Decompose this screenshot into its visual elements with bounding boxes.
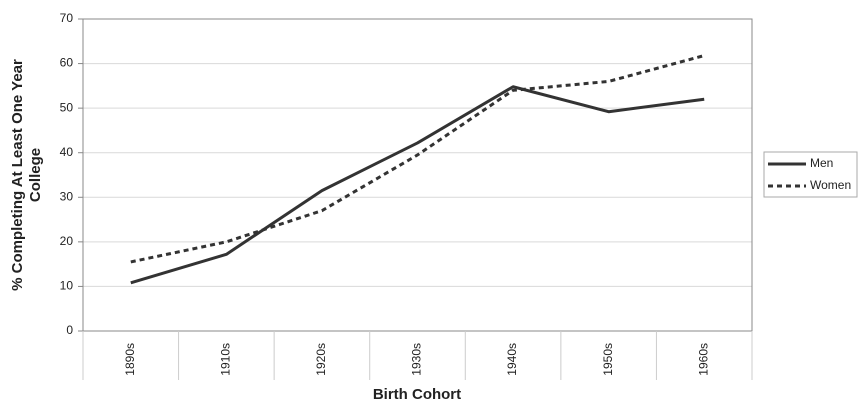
x-tick-label: 1890s — [123, 343, 137, 376]
x-tick-label: 1930s — [410, 343, 424, 376]
x-tick-label: 1920s — [314, 343, 328, 376]
y-tick-label: 20 — [60, 234, 74, 248]
y-tick-label: 50 — [60, 100, 74, 114]
x-axis-title: Birth Cohort — [373, 386, 461, 403]
legend-box — [763, 151, 858, 198]
series-line — [130, 85, 705, 285]
y-axis-title: % Completing At Least One Year College — [9, 59, 44, 291]
x-tick-label: 1910s — [219, 343, 233, 376]
x-tick-label: 1960s — [696, 343, 710, 376]
y-tick-label: 0 — [66, 323, 73, 337]
y-tick-label: 60 — [60, 56, 74, 70]
x-tick-label: 1950s — [601, 343, 615, 376]
legend-label: Men — [810, 156, 833, 170]
y-axis-title-line: % Completing At Least One Year — [9, 59, 26, 291]
y-axis-title-line: College — [27, 148, 44, 202]
plot-frame — [82, 18, 753, 332]
y-tick-label: 40 — [60, 145, 74, 159]
y-tick-label: 10 — [60, 279, 74, 293]
y-tick-label: 30 — [60, 189, 74, 203]
y-tick-label: 70 — [60, 11, 74, 25]
legend-label: Women — [810, 178, 851, 192]
series-line — [130, 54, 705, 264]
x-tick-label: 1940s — [505, 343, 519, 376]
legend: Men Women — [763, 151, 858, 198]
